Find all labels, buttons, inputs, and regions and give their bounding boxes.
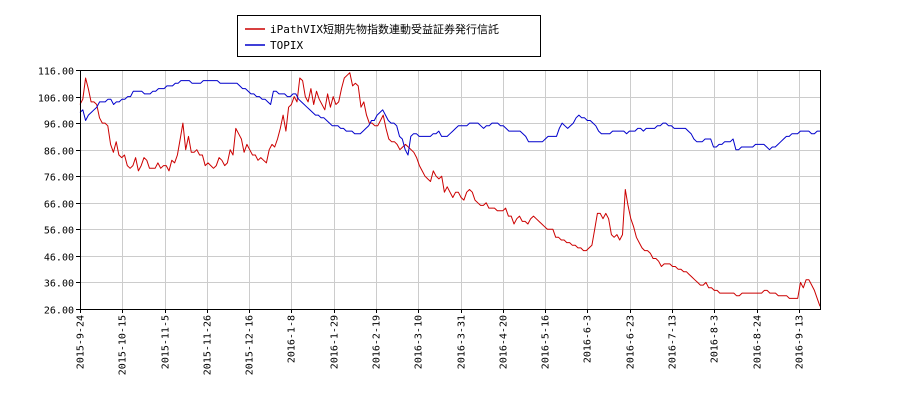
x-tick-label: 2015-11-5 <box>161 315 172 369</box>
legend-box <box>237 15 541 57</box>
y-tick-label: 86.00 <box>44 147 74 158</box>
x-tick-label: 2016-2-19 <box>372 315 383 369</box>
x-tick-label: 2015-11-26 <box>203 315 214 375</box>
legend-label-vix: iPathVIX短期先物指数連動受益証券発行信託 <box>270 22 499 36</box>
x-tick-label: 2016-3-10 <box>414 315 425 369</box>
y-tick-label: 66.00 <box>44 200 74 211</box>
y-tick-label: 116.00 <box>38 67 74 78</box>
x-tick-label: 2016-1-29 <box>330 315 341 369</box>
x-tick-label: 2015-9-24 <box>76 315 87 369</box>
y-axis-ticks: 26.00 36.00 46.00 56.00 66.00 76.00 86.00 96.00… <box>38 67 80 317</box>
x-tick-label: 2015-12-16 <box>245 315 256 375</box>
y-tick-label: 26.00 <box>44 306 74 317</box>
y-tick-label: 96.00 <box>44 120 74 131</box>
x-tick-label: 2016-9-13 <box>795 315 806 369</box>
grid <box>80 70 820 310</box>
legend-label-topix: TOPIX <box>270 39 303 52</box>
x-tick-label: 2016-7-13 <box>668 315 679 369</box>
x-tick-label: 2015-10-15 <box>118 315 129 375</box>
x-tick-label: 2016-6-3 <box>583 315 594 363</box>
y-tick-label: 76.00 <box>44 173 74 184</box>
y-tick-label: 106.00 <box>38 94 74 105</box>
x-tick-label: 2016-4-20 <box>499 315 510 369</box>
y-tick-label: 36.00 <box>44 279 74 290</box>
x-tick-label: 2016-1-8 <box>287 315 298 363</box>
x-tick-label: 2016-8-24 <box>753 315 764 369</box>
x-tick-label: 2016-3-31 <box>457 315 468 369</box>
x-tick-label: 2016-8-3 <box>710 315 721 363</box>
x-tick-label: 2016-5-16 <box>541 315 552 369</box>
series-layer <box>79 72 821 307</box>
y-tick-label: 56.00 <box>44 226 74 237</box>
legend: iPathVIX短期先物指数連動受益証券発行信託 TOPIX <box>237 15 541 57</box>
y-tick-label: 46.00 <box>44 253 74 264</box>
x-axis-ticks: 2015-9-24 2015-10-15 2015-11-5 2015-11-26 20… <box>76 309 806 375</box>
series-line-topix <box>79 80 820 156</box>
x-tick-label: 2016-6-23 <box>626 315 637 369</box>
plot-frame <box>80 70 821 310</box>
series-line-vix <box>79 72 821 307</box>
